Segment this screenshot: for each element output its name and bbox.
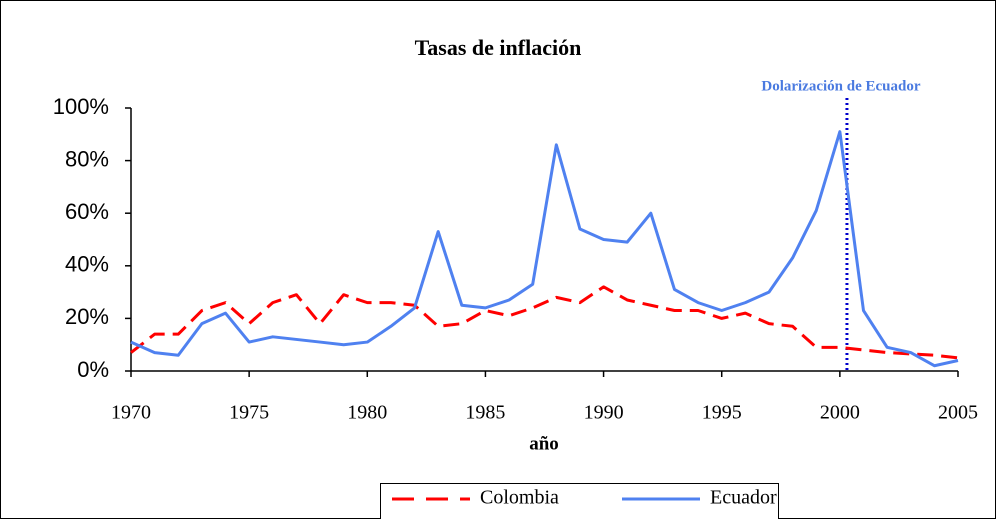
series-line bbox=[130, 285, 959, 360]
x-tick-label: 2000 bbox=[820, 402, 860, 424]
x-tick-label: 1985 bbox=[465, 402, 505, 424]
y-tick-label: 40% bbox=[65, 252, 109, 277]
y-tick-label: 60% bbox=[65, 199, 109, 224]
legend-label: Ecuador bbox=[710, 487, 777, 509]
x-tick-label: 1970 bbox=[111, 402, 151, 424]
x-axis-label: año bbox=[529, 433, 559, 454]
x-tick-label: 1990 bbox=[584, 402, 624, 424]
legend-label: Colombia bbox=[480, 487, 559, 509]
legend-box bbox=[380, 483, 779, 519]
x-tick-label: 1995 bbox=[702, 402, 742, 424]
x-tick-label: 2005 bbox=[938, 402, 978, 424]
annotation-label: Dolarización de Ecuador bbox=[761, 78, 920, 94]
series-line bbox=[130, 130, 959, 368]
x-tick-label: 1975 bbox=[229, 402, 269, 424]
y-tick-label: 100% bbox=[53, 94, 109, 119]
chart-title: Tasas de inflación bbox=[415, 35, 582, 60]
x-tick-label: 1980 bbox=[347, 402, 387, 424]
y-tick-label: 0% bbox=[77, 357, 109, 382]
y-tick-label: 80% bbox=[65, 146, 109, 171]
y-tick-label: 20% bbox=[65, 304, 109, 329]
